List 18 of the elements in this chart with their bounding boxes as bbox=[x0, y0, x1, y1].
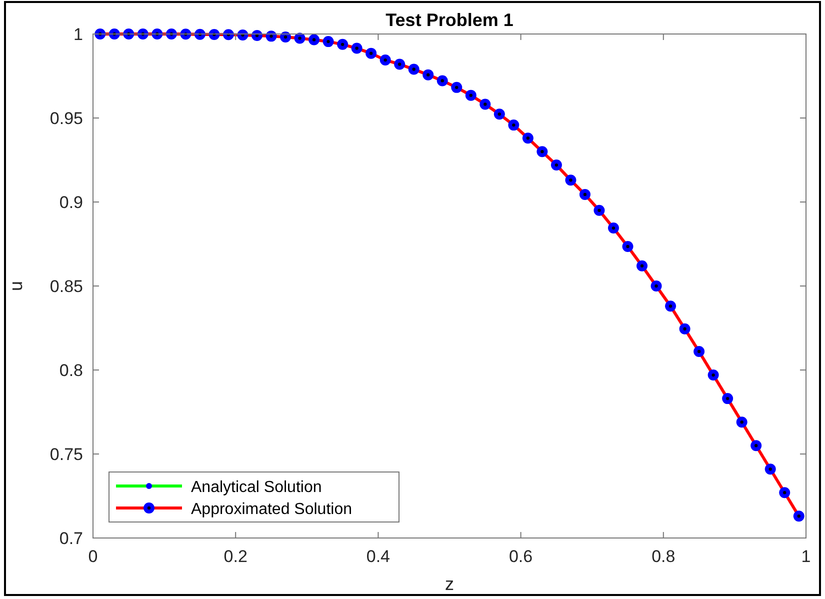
y-tick-label: 0.85 bbox=[50, 277, 83, 296]
legend-label: Approximated Solution bbox=[191, 501, 352, 518]
y-tick-label: 1 bbox=[74, 25, 83, 44]
x-tick-label: 0.8 bbox=[652, 547, 676, 566]
x-tick-label: 0.6 bbox=[508, 547, 533, 566]
x-tick-label: 0 bbox=[88, 547, 98, 566]
y-tick-label: 0.9 bbox=[59, 193, 83, 212]
y-tick-label: 0.95 bbox=[50, 109, 83, 128]
chart-title: Test Problem 1 bbox=[386, 10, 514, 30]
x-tick-label: 0.4 bbox=[366, 547, 390, 566]
y-tick-label: 0.7 bbox=[59, 529, 83, 548]
x-axis-title: z bbox=[445, 574, 454, 594]
y-tick-label: 0.8 bbox=[59, 361, 83, 380]
y-tick-label: 0.75 bbox=[50, 445, 83, 464]
x-tick-label: 1 bbox=[801, 547, 811, 566]
legend-label: Analytical Solution bbox=[191, 479, 322, 496]
x-tick-label: 0.2 bbox=[224, 547, 248, 566]
y-axis-title: u bbox=[6, 280, 26, 292]
